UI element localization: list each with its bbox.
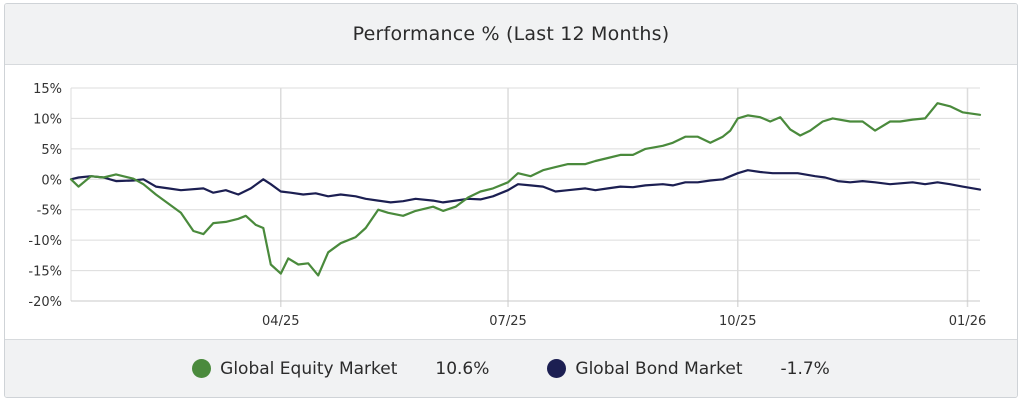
- y-tick-label: 5%: [41, 143, 62, 158]
- legend-marker-equity: [192, 359, 212, 378]
- grid-lines: [70, 87, 980, 307]
- y-tick-label: -5%: [37, 204, 62, 219]
- chart-panel: Performance % (Last 12 Months) 15% 10% 5% 0…: [4, 3, 1018, 398]
- chart-legend: Global Equity Market 10.6% Global Bond M…: [5, 339, 1017, 397]
- series-line-bond: [69, 169, 982, 204]
- x-tick-label: 10/25: [719, 314, 756, 329]
- legend-item-equity[interactable]: Global Equity Market 10.6%: [192, 359, 489, 379]
- series-lines: [69, 102, 982, 277]
- x-tick-label: 07/25: [489, 314, 526, 329]
- chart-title: Performance % (Last 12 Months): [352, 23, 670, 45]
- y-tick-label: -20%: [28, 295, 62, 310]
- legend-value-bond: -1.7%: [780, 358, 830, 379]
- legend-label-equity: Global Equity Market: [220, 358, 398, 379]
- legend-item-bond[interactable]: Global Bond Market -1.7%: [547, 358, 830, 379]
- y-tick-label: 15%: [33, 82, 62, 97]
- series-line-equity: [69, 102, 982, 277]
- legend-label-bond: Global Bond Market: [575, 358, 743, 379]
- y-tick-label: -15%: [28, 265, 62, 280]
- axes: 15% 10% 5% 0% -5% -10% -15% -20% 04/25 07/25 10/25…: [28, 82, 986, 329]
- y-tick-label: 0%: [41, 173, 62, 188]
- legend-marker-bond: [547, 359, 567, 378]
- line-chart: 15% 10% 5% 0% -5% -10% -15% -20% 04/25 07/25 10/25…: [28, 82, 986, 329]
- legend-value-equity: 10.6%: [435, 358, 490, 379]
- x-tick-label: 01/26: [949, 314, 986, 329]
- chart-header: Performance % (Last 12 Months): [5, 4, 1017, 65]
- y-tick-label: 10%: [33, 112, 62, 127]
- y-tick-label: -10%: [28, 234, 62, 249]
- x-tick-label: 04/25: [262, 314, 299, 329]
